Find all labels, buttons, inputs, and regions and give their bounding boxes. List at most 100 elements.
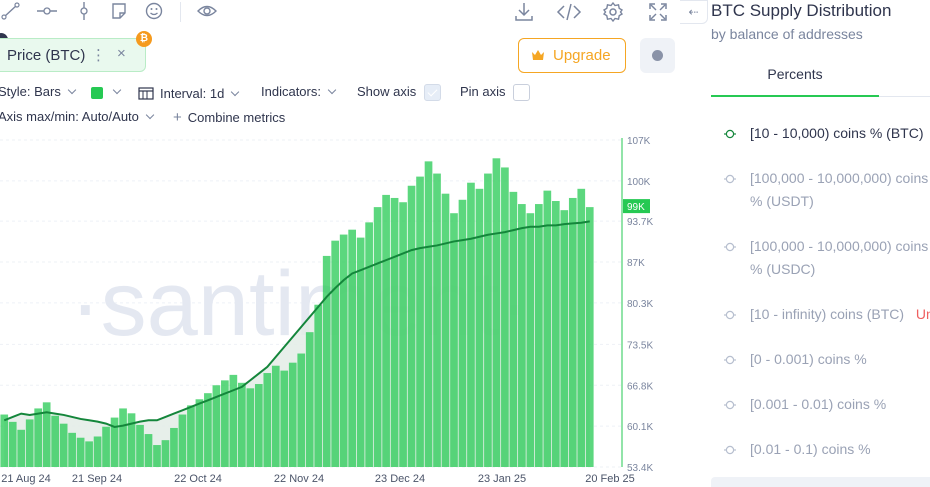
price-bar [475, 188, 484, 467]
price-bar [458, 199, 467, 467]
line-tool-icon[interactable] [0, 1, 22, 23]
price-bar [136, 424, 144, 467]
x-tick-label: 23 Jan 25 [478, 473, 526, 485]
price-bar [221, 380, 229, 467]
axis-maxmin-select[interactable]: Axis max/min: Auto/Auto [0, 109, 155, 124]
metric-pill[interactable]: Price (BTC) ⋮ × [0, 38, 146, 72]
price-bar [271, 365, 280, 467]
price-bar [348, 229, 356, 467]
metric-list-label: [10 - infinity) coins (BTC) Un [750, 303, 930, 326]
line-series [3, 220, 590, 428]
price-bar [518, 204, 526, 467]
pin-axis-checkbox[interactable] [513, 84, 530, 101]
metric-list-item[interactable]: [10 - infinity) coins (BTC) Un [722, 303, 930, 326]
metric-toggle-icon [724, 400, 736, 410]
emoji-tool-icon[interactable] [143, 1, 165, 23]
price-bar [238, 382, 246, 467]
price-bar [288, 362, 297, 467]
x-tick-label: 22 Nov 24 [274, 473, 324, 485]
price-bar [212, 385, 221, 467]
metric-list-item[interactable]: [100,000 - 10,000,000) coins % (USDC) [722, 235, 930, 281]
price-bar [93, 436, 102, 467]
last-value-badge [623, 199, 650, 214]
price-bar [119, 408, 127, 467]
price-bar [17, 429, 26, 467]
price-bar [450, 213, 458, 467]
metric-list-item[interactable]: [100,000 - 10,000,000) coins % (USDT) [722, 167, 930, 213]
price-bar [577, 188, 586, 467]
price-bar [399, 202, 407, 468]
interval-label: Interval: 1d [160, 86, 225, 101]
price-bar [153, 445, 161, 467]
price-bar [127, 413, 136, 467]
upgrade-label: Upgrade [553, 47, 611, 64]
price-bar [0, 414, 9, 467]
price-bar [297, 353, 306, 467]
upgrade-button[interactable]: Upgrade [518, 38, 626, 73]
show-axis-checkbox[interactable] [424, 84, 441, 101]
metric-close-icon[interactable]: × [117, 45, 126, 62]
metric-list-item[interactable]: [0 - 0.001) coins % [722, 348, 930, 371]
price-bar [195, 399, 204, 467]
style-select[interactable]: Style: Bars [0, 84, 77, 99]
collapse-sidebar-icon[interactable]: ⇠ [680, 0, 708, 24]
metric-pill-label: Price (BTC) [7, 47, 86, 64]
price-bar [178, 414, 187, 467]
metric-warning-text: Un [915, 306, 930, 322]
chart[interactable]: ·santiment· 107K100K93.7K87K80.3K73.5K66… [0, 130, 660, 487]
metric-toggle-icon [724, 242, 736, 252]
price-bar [568, 197, 577, 467]
price-bar [526, 213, 535, 467]
calendar-icon [138, 87, 154, 100]
active-tab-underline [711, 95, 879, 97]
indicators-select[interactable]: Indicators: [261, 84, 337, 99]
metric-list-label: [0.001 - 0.01) coins % [750, 393, 886, 416]
tab-percents[interactable]: Percents [767, 66, 823, 82]
price-bar [543, 190, 552, 467]
price-bar [59, 423, 68, 467]
price-bar [424, 161, 433, 468]
note-tool-icon[interactable] [108, 1, 130, 23]
price-bar [280, 370, 289, 467]
metric-list-item[interactable]: [10 - 10,000) coins % (BTC) [722, 122, 930, 145]
fullscreen-icon[interactable] [646, 1, 670, 23]
y-tick-label: 53.4K [627, 463, 653, 474]
metric-list-label: [0 - 0.001) coins % [750, 348, 867, 371]
metric-label-line1: [100,000 - 10,000,000) coins [750, 170, 929, 186]
combine-metrics-button[interactable]: + Combine metrics [173, 109, 285, 126]
price-bar [263, 373, 272, 467]
bitcoin-icon: ₿ [136, 31, 152, 47]
segment-tool-icon[interactable] [36, 1, 58, 23]
interval-select[interactable]: Interval: 1d [138, 84, 240, 101]
y-tick-label: 73.5K [627, 340, 653, 351]
price-bar [314, 304, 323, 467]
download-icon[interactable] [512, 1, 536, 23]
metric-list-label: [100,000 - 10,000,000) coins % (USDT) [750, 167, 928, 213]
candle-tool-icon[interactable] [74, 1, 94, 23]
metric-list-item[interactable]: [0.001 - 0.01) coins % [722, 393, 930, 416]
y-tick-label: 80.3K [627, 299, 653, 310]
price-bar [322, 255, 331, 467]
price-bar [585, 207, 594, 467]
price-bar [305, 332, 314, 467]
metric-menu-icon[interactable]: ⋮ [91, 47, 106, 64]
eye-icon[interactable] [195, 1, 219, 23]
metric-list-label: [10 - 10,000) coins % (BTC) [750, 122, 924, 145]
x-tick-label: 23 Dec 24 [375, 473, 425, 485]
metric-label-line1: [0 - 0.001) coins % [750, 351, 867, 367]
settings-icon[interactable] [601, 1, 625, 23]
price-bar [484, 173, 492, 467]
price-bar [170, 427, 178, 467]
x-tick-label: 21 Aug 24 [1, 473, 51, 485]
color-select-chevron[interactable] [106, 84, 122, 99]
price-bar [8, 421, 17, 467]
metric-list-item[interactable]: [0.01 - 0.1) coins % [722, 438, 930, 461]
show-axis-label: Show axis [357, 84, 417, 99]
y-tick-label: 87K [627, 258, 645, 269]
embed-icon[interactable] [555, 1, 583, 23]
price-bar [416, 176, 424, 467]
x-tick-label: 20 Feb 25 [585, 473, 635, 485]
color-swatch[interactable] [91, 87, 103, 99]
record-button[interactable] [640, 38, 675, 73]
y-tick-label: 107K [627, 136, 651, 147]
